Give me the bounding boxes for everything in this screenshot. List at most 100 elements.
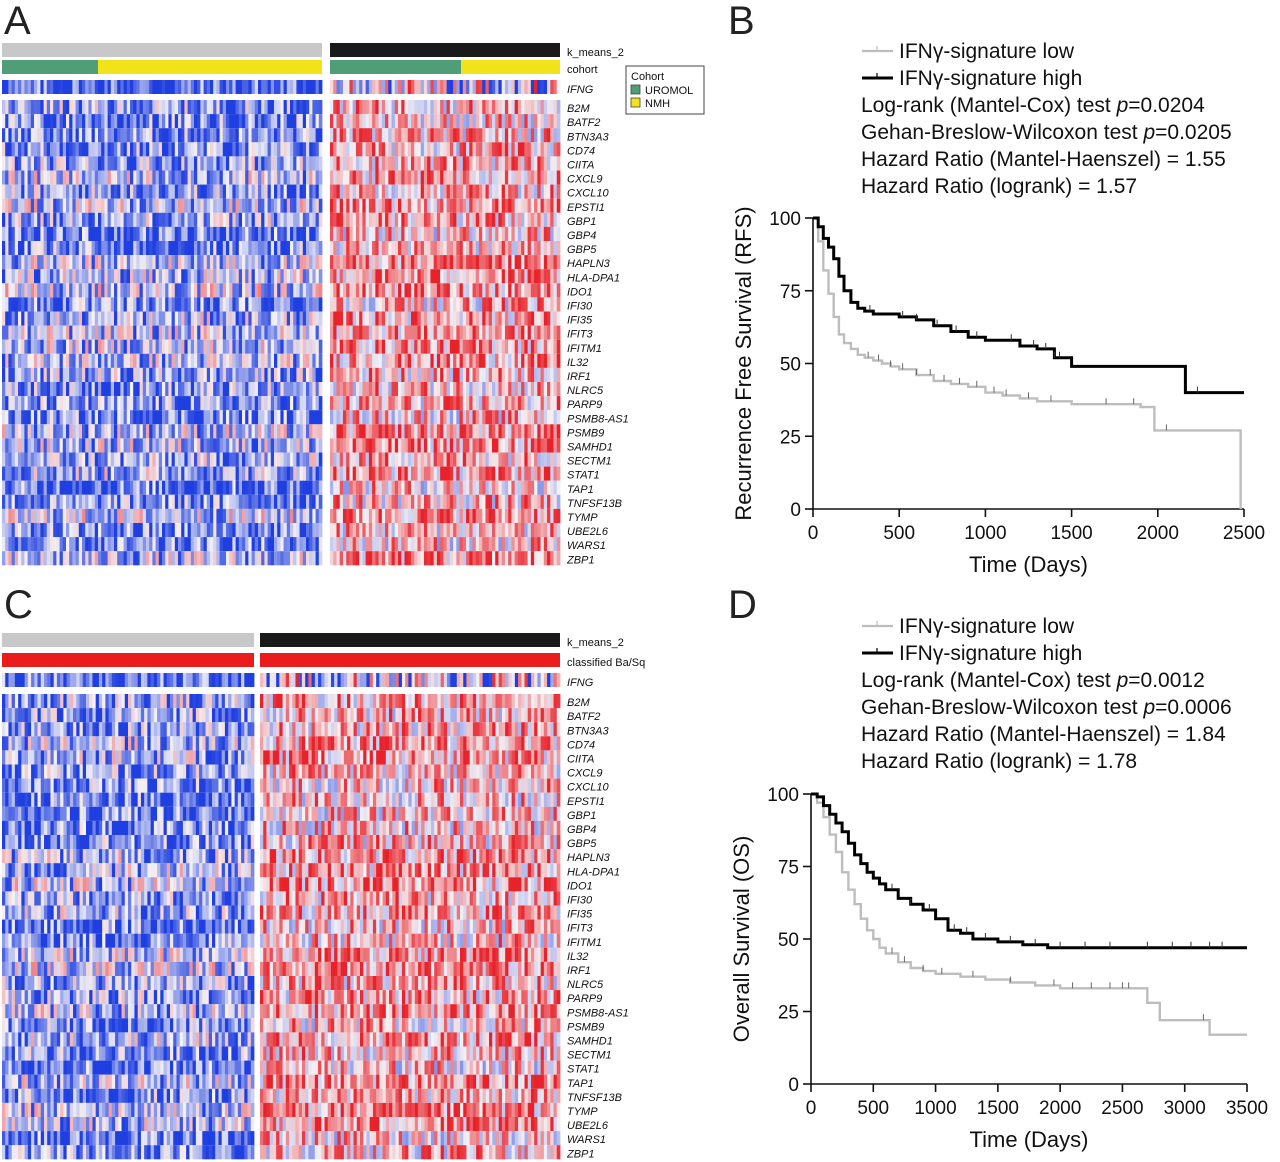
second-track-label: classified Ba/Sq [567, 657, 645, 669]
gene-label: IRF1 [567, 371, 591, 383]
kmeans-track-group-1 [2, 633, 254, 647]
series-line-high [811, 792, 1247, 950]
gene-label: IFI35 [567, 315, 593, 327]
km-legend: IFNγ-signature low IFNγ-signature high [862, 615, 1082, 665]
x-tick-label: 2500 [1101, 1098, 1143, 1119]
gene-label: HLA-DPA1 [567, 866, 620, 878]
gene-label: UBE2L6 [567, 526, 609, 538]
gene-label: CD74 [567, 145, 595, 157]
stat-line: Gehan-Breslow-Wilcoxon test p=0.0006 [861, 696, 1232, 719]
series-line-low [811, 792, 1247, 1036]
gene-label: NLRC5 [567, 385, 604, 397]
series-line-low [813, 216, 1242, 509]
panel-c-letter: C [4, 583, 33, 627]
gene-label: SAMHD1 [567, 442, 613, 454]
x-tick-label: 0 [806, 1098, 817, 1119]
legend-entry: UROMOL [645, 85, 693, 97]
gene-label: IFI30 [567, 301, 593, 313]
gene-label: GBP1 [567, 216, 596, 228]
x-axis-label: Time (Days) [969, 552, 1088, 577]
gene-label: TAP1 [567, 484, 594, 496]
gene-label: TYMP [567, 1106, 598, 1118]
kmeans-track-group-1 [2, 43, 322, 57]
gene-label: CXCL9 [567, 768, 602, 780]
cohort-nmh-segment [461, 60, 560, 74]
x-tick-label: 1000 [964, 523, 1006, 544]
y-tick-label: 0 [790, 500, 801, 521]
gene-label: TAP1 [567, 1078, 594, 1090]
basq-track-group-2 [260, 653, 560, 667]
gene-label: GBP5 [567, 838, 597, 850]
stat-line: Gehan-Breslow-Wilcoxon test p=0.0205 [861, 121, 1232, 144]
k_means-track-label: k_means_2 [567, 47, 624, 59]
gene-label: CIITA [567, 754, 594, 766]
x-tick-label: 1500 [1050, 523, 1092, 544]
gene-label: GBP4 [567, 230, 596, 242]
y-axis-label: Overall Survival (OS) [729, 836, 754, 1043]
gene-label: IDO1 [567, 286, 593, 298]
gene-label: ZBP1 [566, 1148, 595, 1160]
gene-label: ZBP1 [566, 554, 595, 566]
x-tick-label: 500 [857, 1098, 889, 1119]
x-tick-label: 2500 [1223, 523, 1265, 544]
panel-d-letter: D [728, 583, 757, 627]
gene-label: IRF1 [567, 965, 591, 977]
gene-label: SAMHD1 [567, 1036, 613, 1048]
y-tick-label: 50 [778, 930, 799, 951]
gene-label: PARP9 [567, 993, 602, 1005]
x-axis-label: Time (Days) [970, 1127, 1089, 1152]
gene-label: IFITM1 [567, 937, 602, 949]
gene-label: NLRC5 [567, 979, 604, 991]
y-axis-label: Recurrence Free Survival (RFS) [731, 206, 756, 520]
km-plot-b: IFNγ-signature low IFNγ-signature high Log… [731, 40, 1265, 577]
gene-label: WARS1 [567, 1134, 606, 1146]
gene-label: HAPLN3 [567, 258, 611, 270]
gene-label: EPSTI1 [567, 796, 605, 808]
y-tick-label: 50 [780, 355, 801, 376]
gene-label: PSMB9 [567, 427, 604, 439]
y-tick-label: 0 [788, 1075, 799, 1096]
gene-label: CXCL10 [567, 188, 609, 200]
gene-label: TYMP [567, 512, 598, 524]
gene-label: GBP5 [567, 244, 597, 256]
gene-label: IDO1 [567, 880, 593, 892]
gene-label: BATF2 [567, 117, 600, 129]
x-tick-label: 500 [883, 523, 915, 544]
legend-label: IFNγ-signature high [899, 642, 1082, 665]
x-tick-label: 1000 [914, 1098, 956, 1119]
k_means-track-label: k_means_2 [567, 637, 624, 649]
legend-label: IFNγ-signature low [899, 40, 1075, 63]
legend-label: IFNγ-signature high [899, 67, 1082, 90]
gene-label: HLA-DPA1 [567, 272, 620, 284]
x-tick-label: 1500 [977, 1098, 1019, 1119]
gene-label: HAPLN3 [567, 852, 611, 864]
gene-label: CXCL9 [567, 174, 602, 186]
gene-label: SECTM1 [567, 1050, 612, 1062]
heatmap-c: k_means_2 classified Ba/Sq IFNG B2M BATF2 BTN… [2, 633, 645, 1160]
gene-label: IFI30 [567, 895, 593, 907]
panel-a-letter: A [4, 0, 31, 43]
panel-b-letter: B [728, 0, 755, 43]
gene-label: WARS1 [567, 540, 606, 552]
y-tick-label: 25 [778, 1003, 799, 1024]
series-line-high [813, 216, 1244, 395]
stat-line: Log-rank (Mantel-Cox) test p=0.0204 [861, 94, 1205, 117]
gene-label: IFITM1 [567, 343, 602, 355]
legend-entry: NMH [645, 98, 670, 110]
gene-label: BATF2 [567, 711, 600, 723]
basq-track-group-1 [2, 653, 254, 667]
cohort-nmh-segment [98, 60, 322, 74]
km-plot-d: IFNγ-signature low IFNγ-signature high Log… [729, 615, 1268, 1152]
gene-label: CXCL10 [567, 782, 609, 794]
x-tick-label: 3000 [1164, 1098, 1206, 1119]
legend-title: Cohort [631, 71, 664, 83]
cohort-uromol-segment [2, 60, 98, 74]
stat-line: Hazard Ratio (logrank) = 1.57 [861, 175, 1137, 198]
km-legend: IFNγ-signature low IFNγ-signature high [862, 40, 1082, 90]
stat-line: Hazard Ratio (Mantel-Haenszel) = 1.55 [861, 148, 1226, 171]
gene-label: IL32 [567, 357, 588, 369]
gene-label: GBP4 [567, 824, 596, 836]
